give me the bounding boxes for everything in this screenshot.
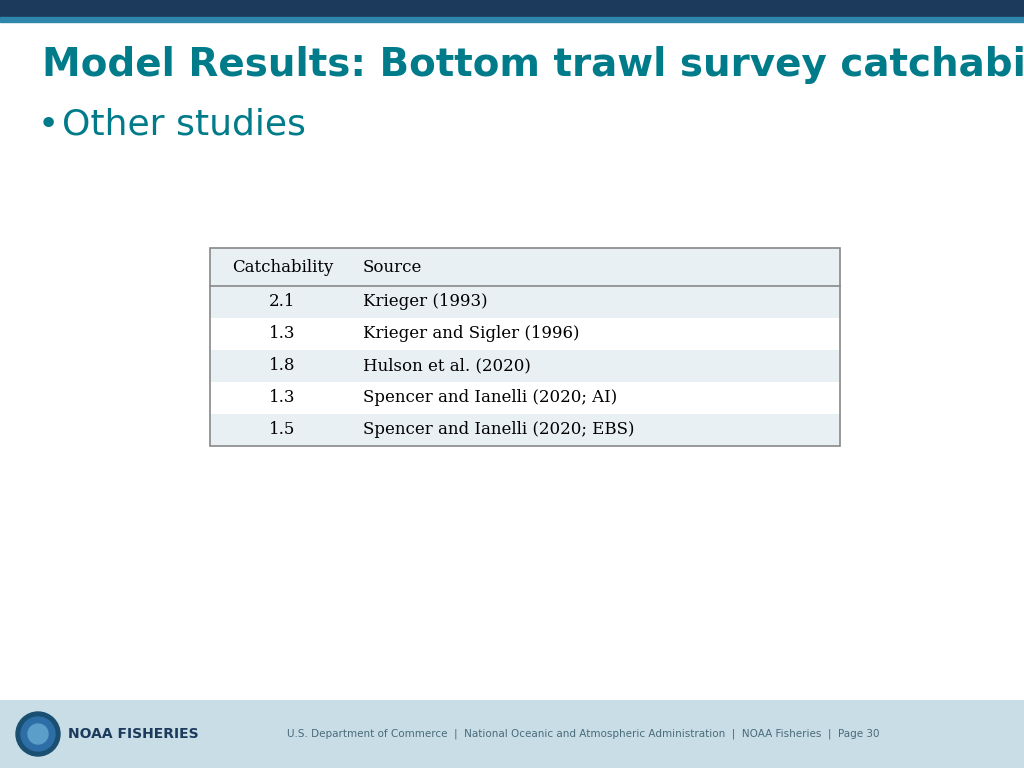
Text: •: • [38, 108, 59, 141]
Bar [210, 382, 840, 414]
Text: Hulson et al. (2020): Hulson et al. (2020) [362, 357, 530, 375]
Text: 1.8: 1.8 [269, 357, 296, 375]
Bar [0, 700, 1024, 768]
Text: U.S. Department of Commerce  |  National Oceanic and Atmospheric Administration : U.S. Department of Commerce | National O… [288, 729, 880, 740]
Bar [210, 248, 840, 446]
Text: 1.3: 1.3 [269, 326, 296, 343]
Bar [210, 350, 840, 382]
Text: NOAA FISHERIES: NOAA FISHERIES [68, 727, 199, 741]
Text: Catchability: Catchability [231, 259, 333, 276]
Circle shape [28, 724, 48, 744]
Text: Spencer and Ianelli (2020; AI): Spencer and Ianelli (2020; AI) [362, 389, 617, 406]
Text: 1.3: 1.3 [269, 389, 296, 406]
Text: 2.1: 2.1 [269, 293, 296, 310]
Bar [0, 17, 1024, 22]
Circle shape [16, 712, 60, 756]
Text: Source: Source [362, 259, 422, 276]
Bar [210, 248, 840, 286]
Text: Spencer and Ianelli (2020; EBS): Spencer and Ianelli (2020; EBS) [362, 422, 635, 439]
Circle shape [22, 717, 55, 751]
Bar [210, 286, 840, 318]
Bar [0, 0, 1024, 17]
Text: Krieger (1993): Krieger (1993) [362, 293, 487, 310]
Text: Other studies: Other studies [62, 108, 306, 141]
Bar [210, 414, 840, 446]
Text: 1.5: 1.5 [269, 422, 296, 439]
Text: Model Results: Bottom trawl survey catchability: Model Results: Bottom trawl survey catch… [42, 45, 1024, 84]
Bar [210, 318, 840, 350]
Text: Krieger and Sigler (1996): Krieger and Sigler (1996) [362, 326, 580, 343]
